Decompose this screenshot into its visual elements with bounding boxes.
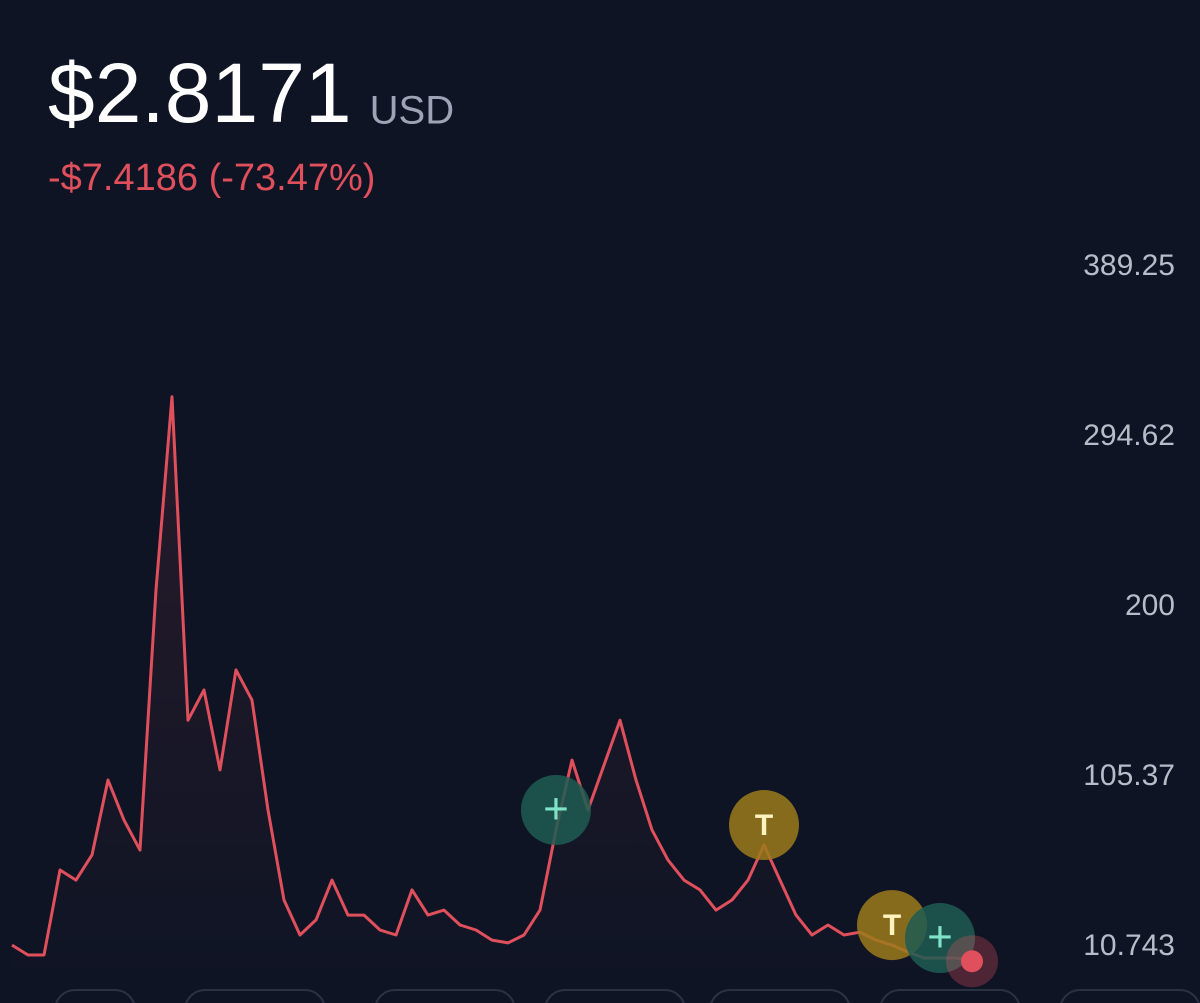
area-fill — [12, 396, 972, 1003]
event-marker: + — [521, 774, 591, 845]
event-marker: + — [905, 903, 975, 974]
y-tick-label: 200 — [1125, 589, 1175, 622]
event-marker-bg — [905, 903, 975, 974]
range-button[interactable] — [1060, 989, 1200, 1003]
current-point — [961, 950, 983, 973]
price: $2.8171 — [48, 46, 352, 140]
event-marker-bg — [521, 774, 591, 845]
event-marker-label: + — [927, 913, 953, 962]
currency: USD — [370, 89, 454, 133]
price-line — [11, 395, 973, 963]
event-marker-label: T — [883, 909, 901, 942]
y-tick-label: 294.62 — [1083, 419, 1175, 452]
event-marker-bg — [729, 790, 799, 861]
event-marker: T — [729, 790, 799, 861]
y-tick-label: 105.37 — [1083, 759, 1175, 792]
price-change: -$7.4186 (-73.47%) — [48, 157, 375, 199]
event-marker-label: T — [755, 809, 773, 842]
event-marker-label: + — [543, 785, 569, 834]
y-tick-label: 10.743 — [1083, 929, 1175, 962]
y-tick-label: 389.25 — [1083, 249, 1175, 282]
